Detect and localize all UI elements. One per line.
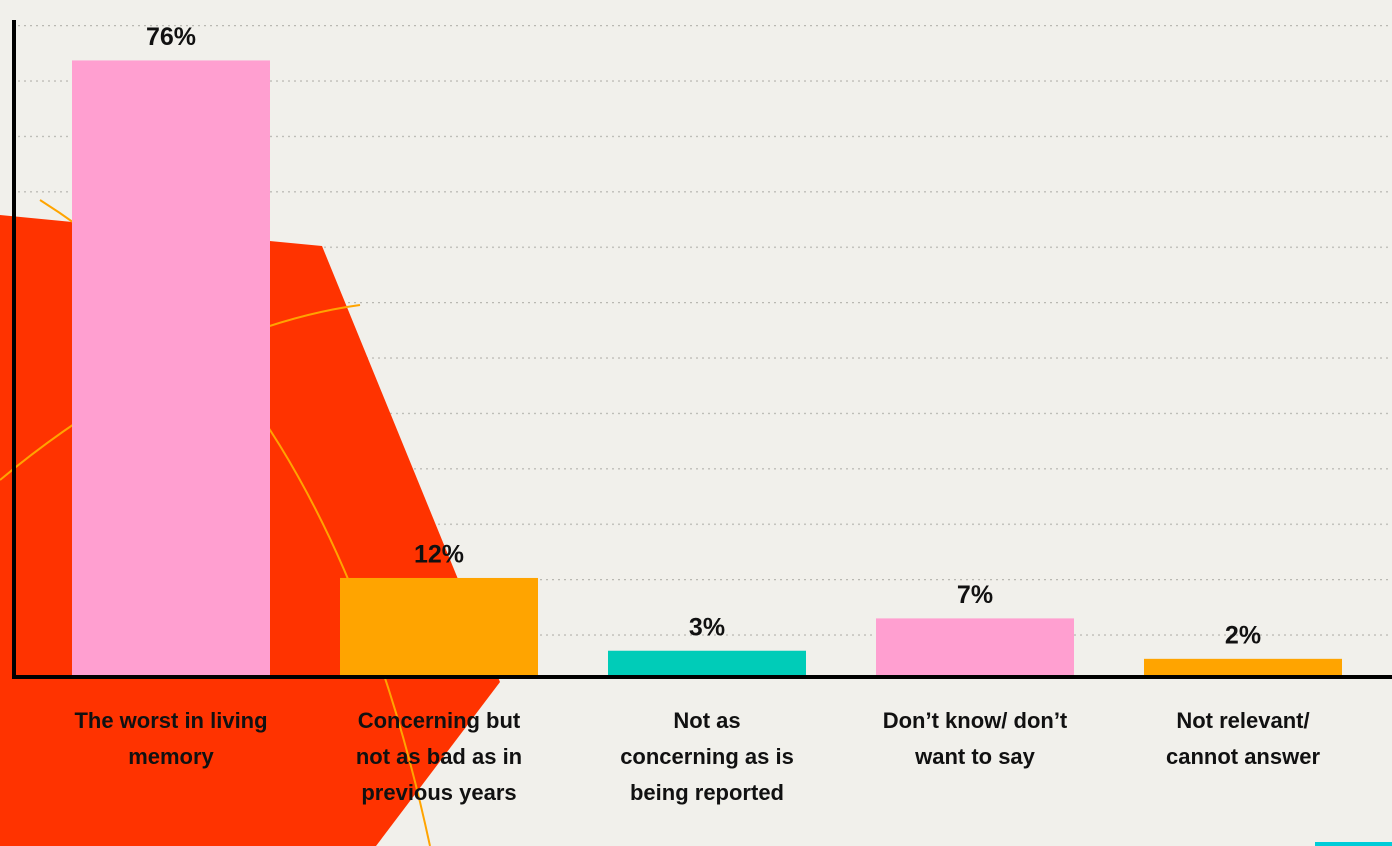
- decor-tab: [1315, 842, 1392, 846]
- bars: 76% 12% 3% 7% 2%: [72, 23, 1342, 675]
- x-tick-label: Don’t know/ don’t want to say: [882, 708, 1068, 769]
- bar: [72, 60, 270, 675]
- value-label: 76%: [146, 23, 196, 51]
- x-tick-label: Concerning but not as bad as in previous…: [355, 708, 523, 805]
- bar: [340, 577, 538, 675]
- bar: [608, 650, 806, 675]
- value-label: 3%: [689, 613, 725, 641]
- x-tick-label: The worst in living memory: [74, 708, 268, 769]
- x-tick-label: Not relevant/ cannot answer: [1165, 708, 1321, 769]
- bar: [876, 618, 1074, 675]
- bar: [1144, 658, 1342, 675]
- value-label: 7%: [957, 581, 993, 609]
- x-tick-label: Not as concerning as is being reported: [620, 708, 794, 805]
- value-label: 2%: [1225, 621, 1261, 649]
- value-label: 12%: [414, 541, 464, 569]
